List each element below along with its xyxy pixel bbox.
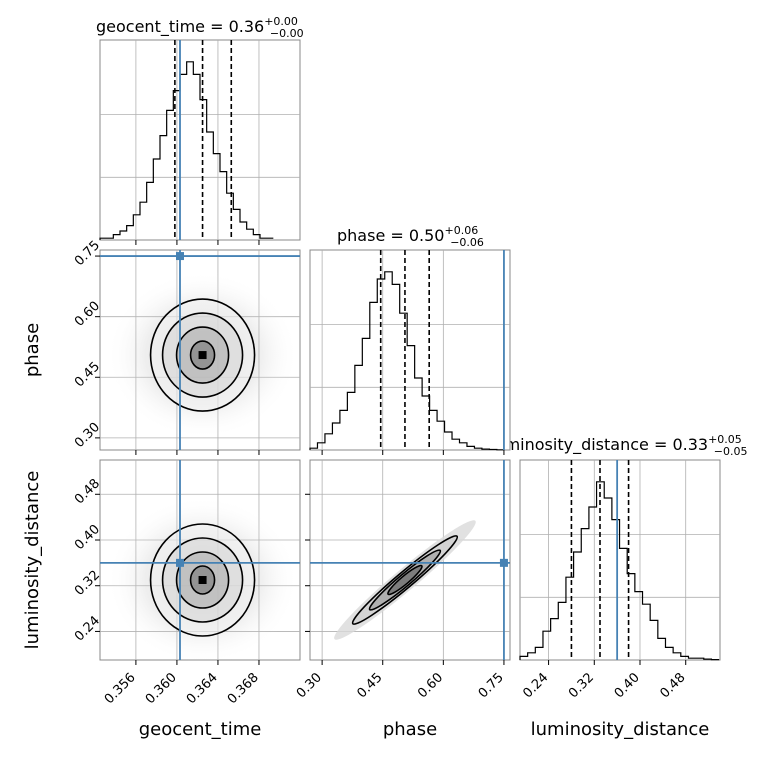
tick-label-x-phase-1: 0.45 — [354, 670, 385, 701]
histogram-geocent_time — [99, 61, 274, 240]
histogram-luminosity_distance — [519, 481, 720, 661]
title-geocent-time: geocent_time = 0.36+0.00 −0.00 — [96, 15, 304, 40]
truth-marker-geocent_time-vs-phase — [176, 252, 184, 261]
tick-label-x-luminosity_distance-2: 0.40 — [612, 670, 643, 701]
truth-marker-geocent_time-vs-luminosity_distance — [176, 558, 184, 567]
xlabel-luminosity-distance: luminosity_distance — [531, 719, 710, 740]
contour-phase-vs-luminosity_distance-3 — [387, 564, 423, 596]
tick-label-x-luminosity_distance-1: 0.32 — [566, 670, 597, 701]
truth-marker-phase-vs-luminosity_distance — [499, 558, 508, 567]
histogram-phase — [309, 271, 505, 451]
tick-label-y-luminosity_distance-1: 0.32 — [72, 568, 103, 599]
title-phase: phase = 0.50+0.06 −0.06 — [337, 224, 484, 249]
tick-label-y-phase-0: 0.30 — [72, 420, 103, 451]
hist-frame-luminosity_distance — [519, 459, 721, 661]
tick-label-x-geocent_time-3: 0.368 — [225, 670, 262, 707]
tick-label-y-phase-3: 0.75 — [72, 238, 103, 269]
tick-label-x-phase-2: 0.60 — [415, 670, 446, 701]
tick-label-y-luminosity_distance-3: 0.48 — [72, 476, 103, 507]
tick-label-x-luminosity_distance-0: 0.24 — [520, 670, 551, 701]
density-phase-vs-luminosity_distance — [334, 520, 476, 640]
density-peak-geocent_time-vs-phase — [198, 351, 207, 360]
tick-label-x-geocent_time-2: 0.364 — [184, 670, 221, 707]
xlabel-geocent-time: geocent_time — [139, 719, 262, 740]
density-peak-geocent_time-vs-luminosity_distance — [198, 576, 207, 584]
tick-label-y-luminosity_distance-0: 0.24 — [72, 613, 103, 644]
tick-label-y-luminosity_distance-2: 0.40 — [72, 522, 103, 553]
tick-label-x-luminosity_distance-3: 0.48 — [657, 670, 688, 701]
hist-frame-phase — [309, 249, 511, 451]
tick-label-x-geocent_time-0: 0.356 — [102, 670, 139, 707]
ylabel-luminosity-distance: luminosity_distance — [22, 471, 43, 650]
xlabel-phase: phase — [383, 719, 437, 740]
hist-frame-geocent_time — [99, 39, 301, 241]
title-luminosity-distance: luminosity_distance = 0.33+0.05 −0.05 — [490, 433, 748, 458]
tick-label-x-geocent_time-1: 0.360 — [143, 670, 180, 707]
ylabel-phase: phase — [22, 323, 43, 377]
tick-label-y-phase-1: 0.45 — [72, 359, 103, 390]
tick-label-x-phase-3: 0.75 — [476, 670, 507, 701]
tick-label-y-phase-2: 0.60 — [72, 299, 103, 330]
tick-label-x-phase-0: 0.30 — [294, 670, 325, 701]
